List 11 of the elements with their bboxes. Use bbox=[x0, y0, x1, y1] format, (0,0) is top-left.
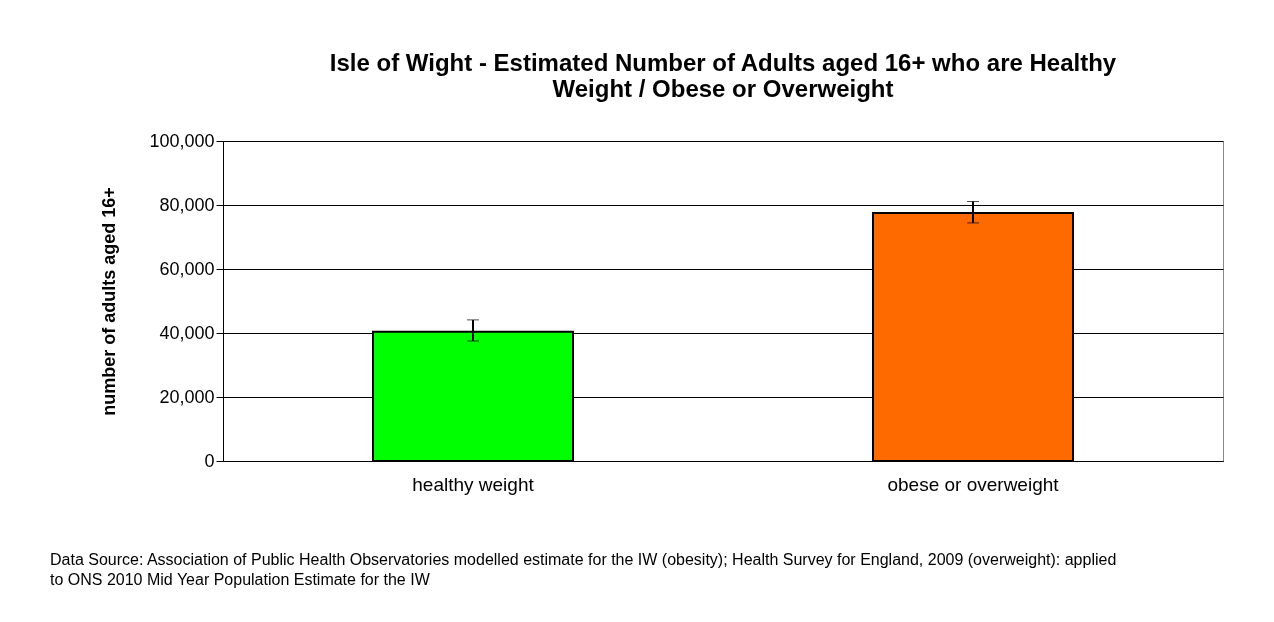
y-tick-label: 40,000 bbox=[159, 322, 215, 343]
y-tick-label: 100,000 bbox=[149, 130, 215, 151]
chart-title: Isle of Wight - Estimated Number of Adults aged 16+ who are Healthy Weight / Obese or Overweight bbox=[329, 49, 1117, 102]
y-tick-label: 80,000 bbox=[159, 194, 215, 215]
y-tick-label: 0 bbox=[204, 450, 215, 471]
y-tick-label: 60,000 bbox=[159, 258, 215, 279]
y-axis-title: number of adults aged 16+ bbox=[99, 187, 120, 416]
x-tick-label: healthy weight bbox=[412, 473, 535, 495]
x-tick-label: obese or overweight bbox=[887, 473, 1060, 495]
source-note: Data Source: Association of Public Health Observatories modelled estimate for the IW (obesity); Health Survey for England, 2009 (overweight): applied to ONS 2010 Mid Year Population Estimate for the IW bbox=[50, 550, 1118, 590]
y-tick-label: 20,000 bbox=[159, 386, 215, 407]
